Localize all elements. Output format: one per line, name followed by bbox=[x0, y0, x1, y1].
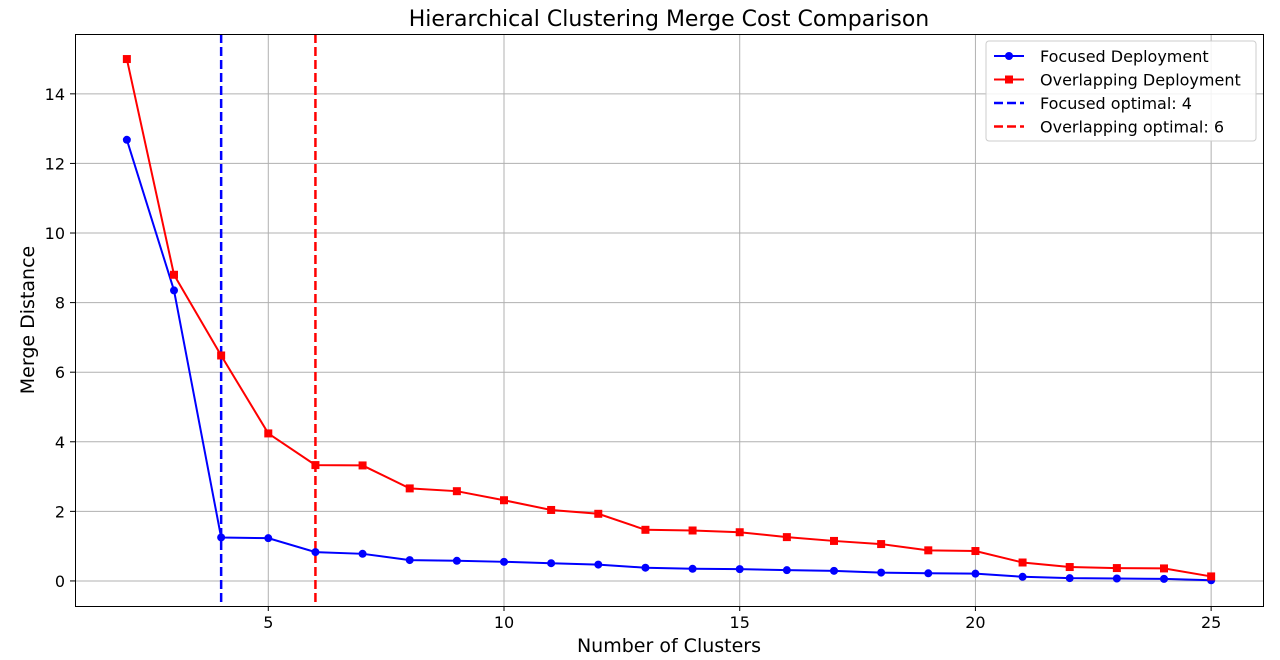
data-point bbox=[122, 135, 131, 144]
data-point bbox=[782, 566, 791, 575]
data-point bbox=[1065, 574, 1074, 583]
data-point bbox=[688, 526, 697, 535]
data-point bbox=[500, 496, 508, 505]
data-point bbox=[1207, 572, 1216, 581]
x-axis: 5 10 15 20 25 bbox=[263, 606, 1221, 632]
data-point bbox=[1018, 572, 1027, 581]
y-tick-label: 8 bbox=[55, 294, 65, 313]
data-point bbox=[1160, 564, 1168, 573]
data-point bbox=[547, 505, 556, 514]
data-point bbox=[405, 556, 414, 565]
legend: Focused Deployment Overlapping Deployment… bbox=[985, 40, 1257, 142]
data-point bbox=[217, 533, 226, 542]
legend-box bbox=[985, 40, 1257, 142]
data-point bbox=[877, 540, 886, 549]
y-tick-label: 2 bbox=[55, 502, 65, 521]
data-point bbox=[547, 559, 556, 568]
y-tick-label: 14 bbox=[45, 85, 65, 104]
data-point bbox=[830, 566, 838, 575]
data-point bbox=[500, 557, 508, 566]
data-point bbox=[641, 525, 650, 534]
legend-label: Overlapping Deployment bbox=[1040, 71, 1241, 90]
x-tick-label: 10 bbox=[494, 613, 514, 632]
legend-label: Overlapping optimal: 6 bbox=[1040, 118, 1224, 137]
y-tick-label: 10 bbox=[45, 224, 65, 243]
data-point bbox=[264, 429, 273, 438]
y-axis: 0 2 4 6 8 10 12 14 bbox=[45, 85, 75, 591]
series-line bbox=[125, 58, 1212, 578]
data-point bbox=[971, 547, 980, 556]
data-point bbox=[1160, 574, 1168, 583]
data-point bbox=[358, 461, 367, 470]
chart-title: Hierarchical Clustering Merge Cost Compa… bbox=[409, 7, 930, 32]
data-point bbox=[688, 564, 697, 573]
data-point bbox=[122, 55, 131, 64]
data-point bbox=[1112, 564, 1121, 573]
x-tick-label: 5 bbox=[263, 613, 273, 632]
legend-marker bbox=[1005, 75, 1013, 84]
data-point bbox=[924, 569, 933, 578]
y-tick-label: 12 bbox=[45, 154, 65, 173]
legend-marker bbox=[1005, 52, 1013, 60]
series-line bbox=[125, 139, 1212, 582]
x-tick-label: 25 bbox=[1201, 613, 1221, 632]
x-tick-label: 20 bbox=[965, 613, 985, 632]
data-point bbox=[358, 549, 367, 558]
data-point bbox=[594, 509, 603, 518]
data-point bbox=[264, 534, 273, 543]
optimal-lines bbox=[219, 34, 317, 606]
x-axis-label: Number of Clusters bbox=[577, 635, 761, 657]
y-tick-label: 0 bbox=[55, 572, 65, 591]
data-point bbox=[735, 528, 744, 537]
x-tick-label: 15 bbox=[730, 613, 750, 632]
data-point bbox=[405, 484, 414, 493]
data-point bbox=[594, 560, 603, 569]
data-point bbox=[452, 556, 461, 565]
legend-label: Focused Deployment bbox=[1040, 47, 1209, 66]
data-point bbox=[971, 569, 980, 578]
data-point bbox=[782, 533, 791, 542]
data-point bbox=[641, 563, 650, 572]
plot-frame bbox=[75, 34, 1264, 607]
data-point bbox=[735, 565, 744, 574]
data-point bbox=[170, 270, 178, 279]
data-point bbox=[311, 461, 320, 470]
data-point bbox=[311, 548, 320, 557]
series-group bbox=[122, 55, 1216, 585]
y-tick-label: 6 bbox=[55, 363, 65, 382]
data-point bbox=[170, 286, 178, 295]
data-point bbox=[452, 487, 461, 496]
data-point bbox=[830, 536, 838, 545]
legend-label: Focused optimal: 4 bbox=[1040, 94, 1192, 113]
data-point bbox=[1018, 558, 1027, 567]
y-axis-label: Merge Distance bbox=[17, 246, 39, 394]
data-point bbox=[924, 546, 933, 555]
data-point bbox=[877, 568, 886, 577]
y-tick-label: 4 bbox=[55, 433, 65, 452]
data-point bbox=[1112, 574, 1121, 583]
data-point bbox=[1065, 563, 1074, 572]
data-point bbox=[217, 351, 226, 360]
